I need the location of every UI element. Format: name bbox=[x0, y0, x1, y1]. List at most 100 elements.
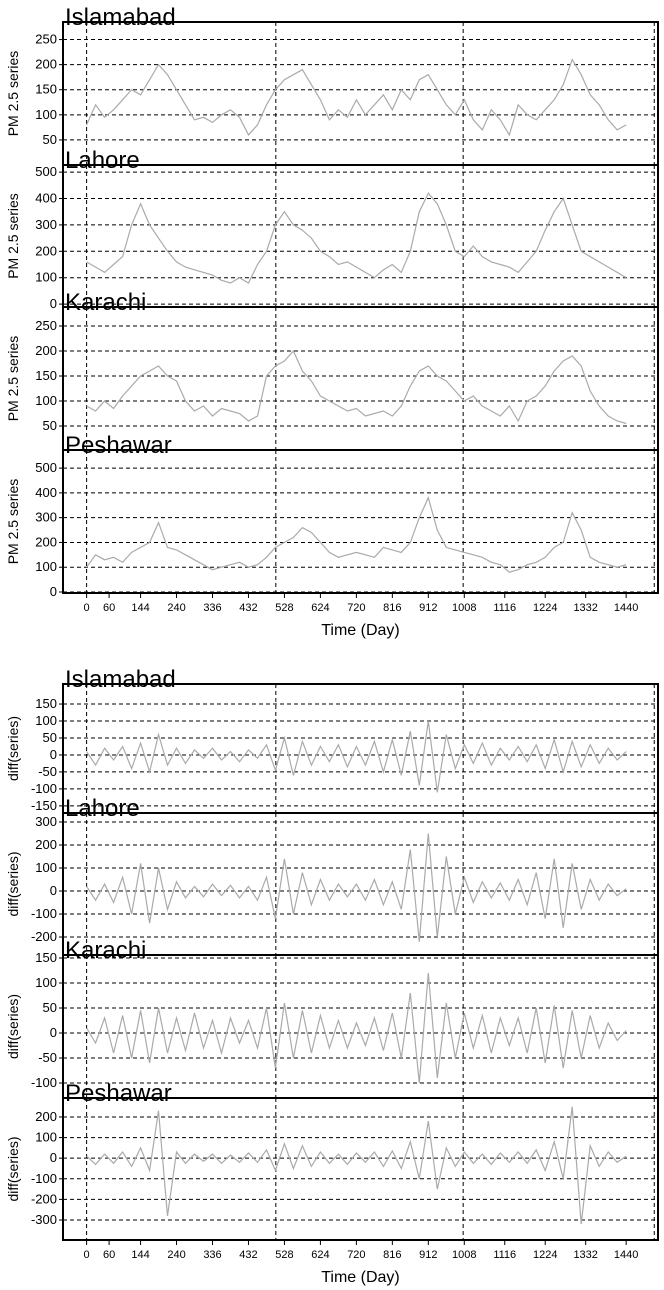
panel-title: Karachi bbox=[65, 289, 146, 316]
y-tick-label: 0 bbox=[50, 296, 57, 311]
y-tick-label: -50 bbox=[38, 764, 57, 779]
series-line bbox=[86, 192, 627, 284]
y-tick-label: 0 bbox=[50, 584, 57, 599]
series-line bbox=[86, 720, 627, 793]
y-tick-label: 200 bbox=[35, 243, 57, 258]
y-axis-label: diff(series) bbox=[5, 851, 21, 916]
y-tick-label: 400 bbox=[35, 191, 57, 206]
x-tick-label: 1116 bbox=[493, 602, 516, 614]
y-tick-label: 400 bbox=[35, 485, 57, 500]
x-tick-label: 1224 bbox=[533, 1249, 557, 1261]
x-tick-label: 144 bbox=[131, 1249, 149, 1261]
panel-title: Peshawar bbox=[65, 432, 172, 459]
y-tick-label: 500 bbox=[35, 164, 57, 179]
panel-border bbox=[62, 1097, 659, 1241]
y-tick-label: 150 bbox=[35, 950, 57, 965]
x-tick-label: 60 bbox=[103, 1249, 115, 1261]
y-tick-label: 150 bbox=[35, 368, 57, 383]
x-tick-label: 912 bbox=[419, 602, 437, 614]
y-tick-label: -200 bbox=[31, 1191, 57, 1206]
x-axis-label: Time (Day) bbox=[321, 622, 400, 639]
x-tick-label: 624 bbox=[311, 1249, 329, 1261]
y-tick-label: 200 bbox=[35, 534, 57, 549]
x-tick-label: 60 bbox=[103, 602, 115, 614]
x-tick-label: 1440 bbox=[614, 602, 638, 614]
y-tick-label: 100 bbox=[35, 270, 57, 285]
y-axis-label: PM 2.5 series bbox=[5, 51, 21, 137]
y-tick-label: 250 bbox=[35, 32, 57, 47]
y-tick-label: 200 bbox=[35, 343, 57, 358]
x-tick-label: 432 bbox=[239, 1249, 257, 1261]
x-tick-label: 336 bbox=[203, 602, 221, 614]
y-tick-label: 50 bbox=[43, 418, 57, 433]
y-axis-label: diff(series) bbox=[5, 1136, 21, 1201]
y-axis-label: PM 2.5 series bbox=[5, 336, 21, 422]
x-tick-label: 1008 bbox=[452, 602, 476, 614]
y-axis-label: diff(series) bbox=[5, 994, 21, 1059]
y-tick-label: -100 bbox=[31, 1075, 57, 1090]
x-tick-label: 0 bbox=[84, 602, 90, 614]
y-tick-label: 100 bbox=[35, 860, 57, 875]
y-axis-label: PM 2.5 series bbox=[5, 479, 21, 565]
y-tick-label: -200 bbox=[31, 929, 57, 944]
panel-title: Lahore bbox=[65, 147, 140, 174]
panel-border bbox=[62, 683, 659, 814]
y-tick-label: 150 bbox=[35, 82, 57, 97]
y-tick-label: 100 bbox=[35, 107, 57, 122]
y-tick-label: 50 bbox=[43, 730, 57, 745]
x-tick-label: 528 bbox=[275, 602, 293, 614]
y-tick-label: 100 bbox=[35, 975, 57, 990]
x-tick-label: 432 bbox=[239, 602, 257, 614]
y-tick-label: 300 bbox=[35, 510, 57, 525]
series-line bbox=[86, 972, 627, 1084]
panel-border bbox=[62, 954, 659, 1099]
y-tick-label: 100 bbox=[35, 1130, 57, 1145]
y-tick-label: 200 bbox=[35, 57, 57, 72]
panel-border bbox=[62, 21, 659, 166]
x-tick-label: 1332 bbox=[573, 602, 597, 614]
x-tick-label: 144 bbox=[131, 602, 149, 614]
series-line bbox=[86, 58, 627, 137]
x-tick-label: 0 bbox=[84, 1249, 90, 1261]
y-tick-label: 100 bbox=[35, 393, 57, 408]
y-tick-label: 300 bbox=[35, 217, 57, 232]
panel-border bbox=[62, 449, 659, 594]
y-tick-label: 200 bbox=[35, 1109, 57, 1124]
panel-border bbox=[62, 306, 659, 451]
y-tick-label: 0 bbox=[50, 1025, 57, 1040]
x-axis-label: Time (Day) bbox=[321, 1269, 400, 1286]
y-tick-label: 0 bbox=[50, 883, 57, 898]
y-tick-label: 100 bbox=[35, 559, 57, 574]
series-line bbox=[86, 1106, 627, 1225]
panel-title: Karachi bbox=[65, 937, 146, 964]
x-tick-label: 1008 bbox=[452, 1249, 476, 1261]
y-tick-label: 100 bbox=[35, 713, 57, 728]
y-tick-label: 500 bbox=[35, 460, 57, 475]
y-tick-label: 0 bbox=[50, 1150, 57, 1165]
panel-title: Islamabad bbox=[65, 666, 176, 693]
y-tick-label: 150 bbox=[35, 696, 57, 711]
panel-title: Lahore bbox=[65, 795, 140, 822]
panel-title: Peshawar bbox=[65, 1080, 172, 1107]
x-tick-label: 240 bbox=[167, 602, 185, 614]
y-tick-label: 200 bbox=[35, 837, 57, 852]
x-tick-label: 720 bbox=[347, 1249, 365, 1261]
x-tick-label: 720 bbox=[347, 602, 365, 614]
series-line bbox=[86, 349, 627, 425]
x-tick-label: 912 bbox=[419, 1249, 437, 1261]
x-tick-label: 240 bbox=[167, 1249, 185, 1261]
y-tick-label: 250 bbox=[35, 318, 57, 333]
y-tick-label: 0 bbox=[50, 747, 57, 762]
x-tick-label: 336 bbox=[203, 1249, 221, 1261]
series-line bbox=[86, 833, 627, 942]
y-tick-label: 300 bbox=[35, 814, 57, 829]
y-axis-label: PM 2.5 series bbox=[5, 193, 21, 279]
x-tick-label: 624 bbox=[311, 602, 329, 614]
y-tick-label: 50 bbox=[43, 132, 57, 147]
series-line bbox=[86, 496, 627, 573]
y-tick-label: -100 bbox=[31, 1171, 57, 1186]
x-tick-label: 528 bbox=[275, 1249, 293, 1261]
x-tick-label: 1332 bbox=[573, 1249, 597, 1261]
